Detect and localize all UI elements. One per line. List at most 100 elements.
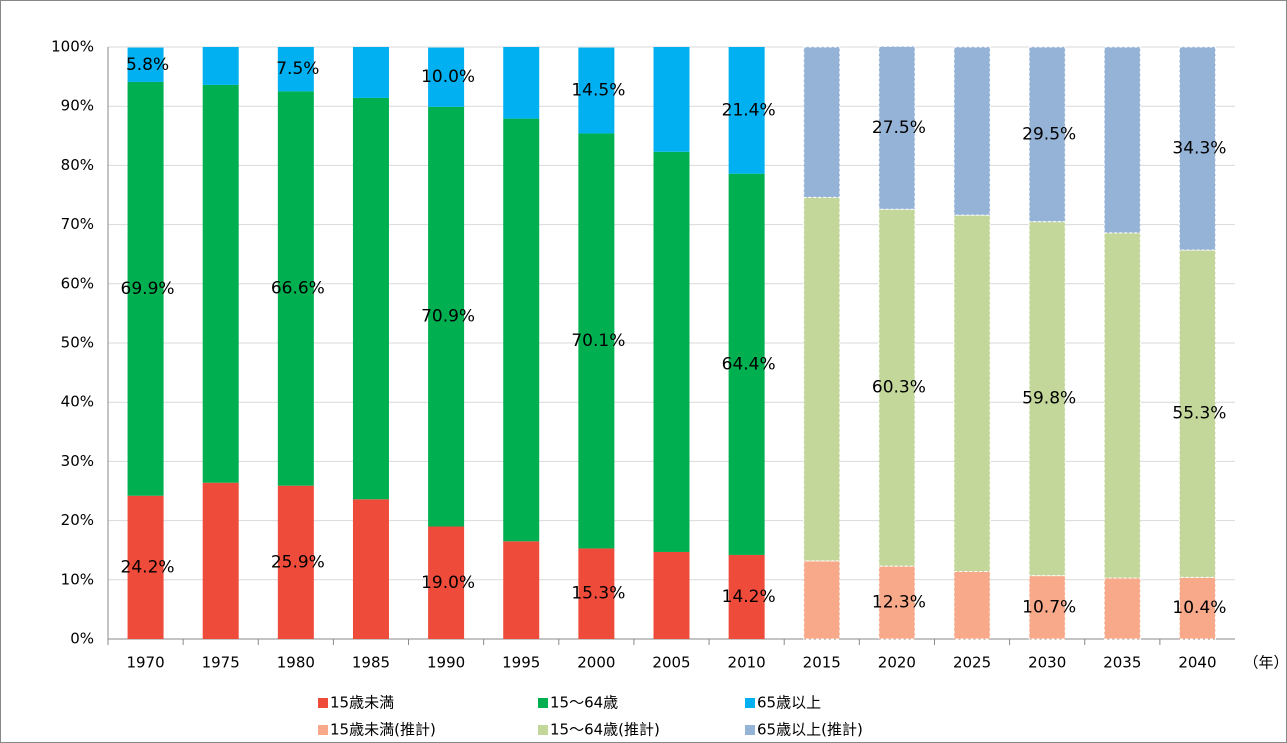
- data-label: 14.2%: [722, 587, 776, 607]
- x-tick-label: 2035: [1103, 654, 1141, 672]
- bar-segment: [728, 554, 765, 639]
- bar-segment: [878, 565, 916, 640]
- bar-segment: [1028, 221, 1066, 577]
- y-tick-label: 90%: [61, 97, 94, 115]
- bar-segment: [428, 106, 465, 527]
- y-tick-label: 40%: [61, 393, 94, 411]
- y-tick-label: 30%: [61, 452, 94, 470]
- y-tick-label: 50%: [61, 334, 94, 352]
- x-tick-label: 2030: [1028, 654, 1066, 672]
- x-tick-label: 2025: [953, 654, 991, 672]
- bar-segment: [728, 47, 765, 174]
- bar-segment: [127, 495, 164, 639]
- bar-segment: [277, 91, 314, 486]
- data-label: 59.8%: [1022, 389, 1076, 409]
- legend-label: 65歳以上: [757, 694, 821, 712]
- data-label: 21.4%: [722, 100, 776, 120]
- bar-segment: [428, 526, 465, 639]
- bar-segment: [1103, 232, 1141, 579]
- bar-segment: [503, 47, 540, 119]
- bar-segment: [352, 499, 389, 639]
- x-tick-label: 2005: [652, 654, 690, 672]
- legend-label: 15～64歳: [550, 694, 618, 712]
- x-tick-label: 2010: [728, 654, 766, 672]
- y-tick-label: 10%: [61, 570, 94, 588]
- bar-segment: [202, 482, 239, 639]
- legend-swatch: [318, 698, 328, 708]
- data-label: 10.0%: [421, 67, 475, 87]
- data-label: 70.1%: [571, 331, 625, 351]
- bar-segment: [953, 46, 991, 216]
- bar-segment: [202, 84, 239, 483]
- bar-segment: [653, 151, 690, 552]
- y-tick-label: 70%: [61, 215, 94, 233]
- bar-segment: [953, 571, 991, 640]
- bar-segment: [1103, 46, 1141, 234]
- bar-segment: [728, 173, 765, 555]
- x-tick-label: 2020: [878, 654, 916, 672]
- legend-swatch: [538, 725, 548, 735]
- data-label: 29.5%: [1022, 124, 1076, 144]
- x-tick-label: 2040: [1178, 654, 1216, 672]
- x-tick-label: 2000: [577, 654, 615, 672]
- bar-segment: [953, 214, 991, 573]
- x-tick-label: 1985: [352, 654, 390, 672]
- x-axis-label: （年）: [1243, 654, 1287, 672]
- bar-segment: [878, 45, 916, 210]
- y-tick-label: 0%: [70, 630, 94, 648]
- bar-segment: [503, 118, 540, 542]
- data-label: 25.9%: [271, 552, 325, 572]
- x-tick-label: 1990: [427, 654, 465, 672]
- data-label: 66.6%: [271, 279, 325, 299]
- x-tick-label: 1975: [202, 654, 240, 672]
- x-tick-label: 1995: [502, 654, 540, 672]
- legend-label: 15～64歳(推計): [550, 721, 660, 739]
- data-label: 64.4%: [722, 354, 776, 374]
- data-label: 7.5%: [276, 59, 319, 79]
- bar-segment: [352, 47, 389, 98]
- bar-segment: [578, 548, 615, 639]
- data-label: 69.9%: [121, 279, 175, 299]
- x-tick-label: 2015: [803, 654, 841, 672]
- bar-segment: [653, 551, 690, 639]
- bar-segment: [127, 81, 164, 496]
- y-tick-label: 60%: [61, 274, 94, 292]
- bar-segment: [803, 560, 841, 640]
- y-tick-label: 20%: [61, 511, 94, 529]
- legend-label: 65歳以上(推計): [757, 721, 863, 739]
- bar-segment: [803, 196, 841, 562]
- data-label: 60.3%: [872, 378, 926, 398]
- legend-swatch: [745, 698, 755, 708]
- bar-segment: [127, 47, 164, 82]
- bar-segment: [803, 46, 841, 198]
- bar-segment: [653, 47, 690, 152]
- bar-segment: [1028, 46, 1066, 223]
- data-label: 19.0%: [421, 573, 475, 593]
- legend-label: 15歳未満(推計): [330, 721, 436, 739]
- bar-segment: [1178, 46, 1216, 251]
- legend-swatch: [745, 725, 755, 735]
- bar-segment: [503, 541, 540, 639]
- x-tick-label: 1970: [126, 654, 164, 672]
- data-label: 55.3%: [1172, 404, 1226, 424]
- y-tick-label: 100%: [51, 38, 94, 56]
- bar-segment: [352, 97, 389, 500]
- legend-swatch: [538, 698, 548, 708]
- data-label: 10.4%: [1172, 598, 1226, 618]
- bar-segment: [277, 485, 314, 639]
- data-label: 24.2%: [121, 557, 175, 577]
- bar-segment: [1178, 249, 1216, 578]
- data-label: 34.3%: [1172, 139, 1226, 159]
- data-label: 27.5%: [872, 118, 926, 138]
- data-label: 70.9%: [421, 307, 475, 327]
- bar-segment: [428, 47, 465, 107]
- bar-segment: [277, 47, 314, 92]
- data-label: 14.5%: [571, 81, 625, 101]
- bar-segment: [202, 47, 239, 85]
- y-tick-label: 80%: [61, 156, 94, 174]
- data-label: 10.7%: [1022, 597, 1076, 617]
- bar-segment: [1103, 577, 1141, 640]
- data-label: 12.3%: [872, 593, 926, 613]
